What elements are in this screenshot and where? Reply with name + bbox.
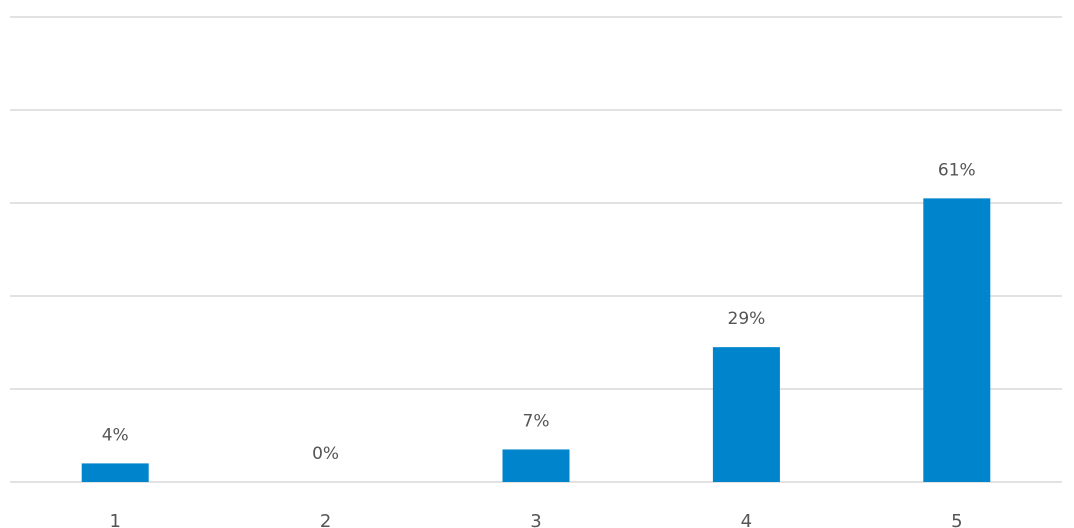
data-label-3: 7% — [523, 411, 550, 431]
x-tick-label-4: 4 — [741, 511, 752, 528]
data-label-4: 29% — [728, 309, 766, 329]
data-label-2: 0% — [312, 444, 339, 464]
data-label-5: 61% — [938, 160, 976, 180]
bar-3 — [502, 449, 570, 482]
bars — [81, 198, 991, 482]
x-tick-label-2: 2 — [320, 511, 331, 528]
gridlines — [10, 16, 1062, 483]
x-tick-label-3: 3 — [530, 511, 541, 528]
bar-1 — [81, 463, 149, 482]
x-tick-label-1: 1 — [109, 511, 120, 528]
bar-5 — [923, 198, 991, 482]
x-axis-tick-labels: 1 2 3 4 5 — [109, 511, 962, 528]
data-label-1: 4% — [102, 425, 129, 445]
x-tick-label-5: 5 — [951, 511, 962, 528]
data-labels: 4% 0% 7% 29% 61% — [102, 160, 976, 464]
bar-4 — [712, 347, 780, 482]
